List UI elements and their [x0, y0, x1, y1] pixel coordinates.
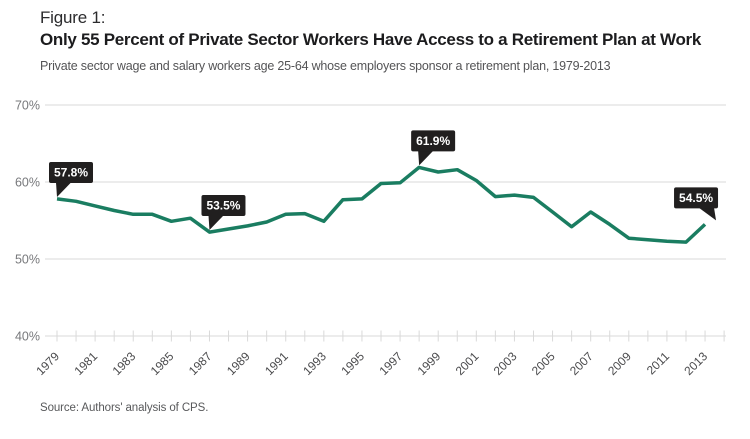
x-tick-label-2007: 2007: [567, 349, 596, 378]
figure-number-label: Figure 1:: [40, 8, 106, 27]
y-tick-label-50: 50%: [15, 253, 40, 267]
callout-value-1979: 57.8%: [54, 165, 88, 179]
x-tick-label-1987: 1987: [186, 349, 215, 378]
trend-line: [56, 165, 707, 244]
x-tick-label-1995: 1995: [338, 349, 367, 378]
x-tick-label-2011: 2011: [644, 349, 672, 377]
callout-value-1998: 61.9%: [416, 134, 450, 148]
y-tick-label-60: 60%: [15, 176, 40, 190]
x-tick-label-2003: 2003: [491, 349, 520, 378]
callout-box-1987: [201, 195, 246, 217]
callout-value-1987: 53.5%: [206, 199, 240, 213]
x-tick-label-1981: 1981: [71, 349, 100, 378]
x-tick-label-2001: 2001: [453, 349, 482, 378]
callout-box-1979: [49, 161, 93, 183]
x-tick-label-1983: 1983: [110, 349, 139, 378]
callout-tail-1987: [208, 215, 224, 231]
x-tick-label-2005: 2005: [529, 349, 558, 378]
callout-tail-1998: [418, 150, 434, 166]
callout-box-2013: [674, 187, 719, 209]
x-tick-label-1999: 1999: [415, 349, 444, 378]
callout-tail-2013: [699, 207, 717, 221]
y-tick-label-70: 70%: [15, 99, 40, 113]
retirement-access-line-chart: 40% 50% 60% 70% 1979 1981 1983 1985 1987 1989 1991…: [0, 85, 750, 395]
callout-tail-1979: [56, 182, 71, 197]
callout-value-2013: 54.5%: [679, 191, 713, 205]
callout-box-1998: [411, 130, 456, 152]
figure-title: Only 55 Percent of Private Sector Worker…: [40, 30, 702, 49]
x-tick-label-2013: 2013: [681, 349, 710, 378]
figure-subtitle: Private sector wage and salary workers a…: [40, 59, 611, 73]
x-tick-label-1989: 1989: [224, 349, 253, 378]
x-tick-label-1991: 1991: [262, 349, 291, 378]
x-tick-label-1985: 1985: [148, 349, 177, 378]
source-note: Source: Authors' analysis of CPS.: [40, 402, 209, 414]
chart-canvas: 40% 50% 60% 70% 1979 1981 1983 1985 1987 1989 1991…: [15, 99, 726, 378]
x-tick-label-2009: 2009: [605, 349, 634, 378]
x-tick-label-1993: 1993: [300, 349, 329, 378]
y-tick-label-40: 40%: [15, 330, 40, 344]
x-tick-label-1997: 1997: [376, 349, 405, 378]
x-tick-label-1979: 1979: [33, 349, 62, 378]
